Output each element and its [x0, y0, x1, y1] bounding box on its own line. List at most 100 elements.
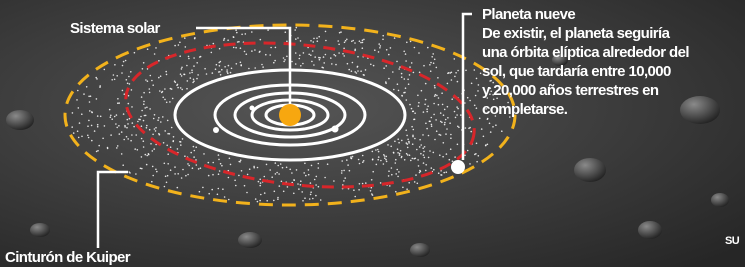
dust-dot	[182, 169, 184, 171]
dust-dot	[394, 37, 396, 39]
dust-dot	[457, 144, 459, 146]
dust-dot	[308, 174, 310, 176]
dust-dot	[370, 190, 372, 192]
dust-dot	[77, 90, 79, 92]
dust-dot	[439, 154, 441, 156]
dust-dot	[385, 83, 387, 85]
dust-dot	[124, 126, 126, 128]
dust-dot	[422, 134, 424, 136]
dust-dot	[128, 171, 130, 173]
dust-dot	[121, 153, 123, 155]
dust-dot	[376, 164, 378, 166]
dust-dot	[241, 34, 243, 36]
kuiper-label: Cinturón de Kuiper	[5, 249, 131, 266]
dust-dot	[118, 125, 120, 127]
dust-dot	[344, 177, 346, 179]
dust-dot	[405, 53, 407, 55]
dust-dot	[227, 39, 229, 41]
dust-dot	[401, 76, 403, 78]
dust-dot	[324, 177, 326, 179]
dust-dot	[343, 55, 345, 57]
dust-dot	[231, 68, 233, 70]
dust-dot	[149, 92, 151, 94]
dust-dot	[406, 42, 408, 44]
dust-dot	[378, 51, 380, 53]
dust-dot	[193, 156, 195, 158]
dust-dot	[277, 165, 279, 167]
dust-dot	[313, 41, 315, 43]
dust-dot	[475, 153, 477, 155]
dust-dot	[365, 182, 367, 184]
dust-dot	[143, 92, 145, 94]
dust-dot	[192, 82, 194, 84]
dust-dot	[397, 148, 399, 150]
dust-dot	[305, 175, 307, 177]
dust-dot	[443, 114, 445, 116]
dust-dot	[414, 181, 416, 183]
dust-dot	[89, 101, 91, 103]
dust-dot	[143, 140, 145, 142]
dust-dot	[167, 133, 169, 135]
dust-dot	[222, 188, 224, 190]
dust-dot	[130, 140, 132, 142]
dust-dot	[240, 47, 242, 49]
dust-dot	[454, 111, 456, 113]
dust-dot	[171, 88, 173, 90]
dust-dot	[315, 195, 317, 197]
dust-dot	[318, 167, 320, 169]
dust-dot	[410, 160, 412, 162]
dust-dot	[335, 55, 337, 57]
dust-dot	[190, 77, 192, 79]
dust-dot	[259, 185, 261, 187]
dust-dot	[260, 182, 262, 184]
dust-dot	[286, 41, 288, 43]
dust-dot	[312, 198, 314, 200]
dust-dot	[460, 114, 462, 116]
dust-dot	[221, 69, 223, 71]
dust-dot	[360, 42, 362, 44]
dust-dot	[203, 153, 205, 155]
dust-dot	[382, 35, 384, 37]
dust-dot	[343, 170, 345, 172]
dust-dot	[415, 174, 417, 176]
dust-dot	[154, 53, 156, 55]
dust-dot	[433, 152, 435, 154]
dust-dot	[399, 154, 401, 156]
dust-dot	[150, 75, 152, 77]
solar-system-label: Sistema solar	[70, 20, 161, 37]
dust-dot	[177, 187, 179, 189]
dust-dot	[438, 97, 440, 99]
dust-dot	[117, 145, 119, 147]
dust-dot	[236, 32, 238, 34]
dust-dot	[362, 42, 364, 44]
dust-dot	[121, 72, 123, 74]
dust-dot	[297, 37, 299, 39]
dust-dot	[128, 76, 130, 78]
dust-dot	[342, 53, 344, 55]
dust-dot	[360, 70, 362, 72]
dust-dot	[300, 180, 302, 182]
dust-dot	[293, 193, 295, 195]
dust-dot	[337, 40, 339, 42]
dust-dot	[393, 89, 395, 91]
dust-dot	[338, 44, 340, 46]
dust-dot	[378, 156, 380, 158]
dust-dot	[198, 168, 200, 170]
dust-dot	[404, 78, 406, 80]
dust-dot	[471, 83, 473, 85]
dust-dot	[406, 99, 408, 101]
dust-dot	[146, 155, 148, 157]
dust-dot	[349, 170, 351, 172]
dust-dot	[391, 174, 393, 176]
sun	[279, 104, 301, 126]
dust-dot	[413, 129, 415, 131]
dust-dot	[476, 107, 478, 109]
dust-dot	[165, 71, 167, 73]
dust-dot	[143, 101, 145, 103]
dust-dot	[300, 40, 302, 42]
dust-dot	[236, 63, 238, 65]
dust-dot	[179, 42, 181, 44]
dust-dot	[266, 200, 268, 202]
dust-dot	[95, 77, 97, 79]
dust-dot	[378, 151, 380, 153]
